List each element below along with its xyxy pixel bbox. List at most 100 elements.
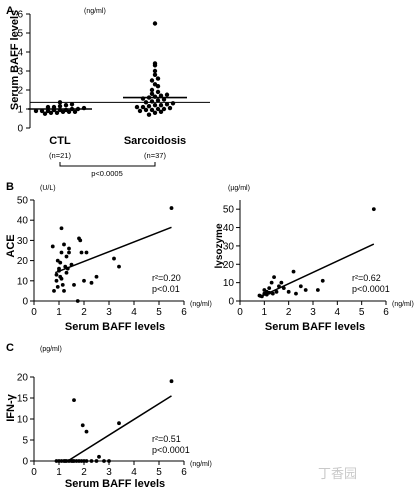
panel-a-data-point <box>155 106 161 112</box>
panel-b-lysozyme-data-point <box>286 289 291 294</box>
panel-a-data-point <box>42 111 48 116</box>
panel-b-lysozyme-y-tick-label: 10 <box>223 278 235 289</box>
panel-c-regression-line <box>67 395 172 462</box>
panel-b-lysozyme-chart: (µg/ml) lysozyme (ng/ml) Serum BAFF leve… <box>214 185 414 333</box>
panel-b-ace-y-tick-label: 30 <box>17 236 29 247</box>
panel-c-x-tick-label: 2 <box>81 467 87 478</box>
panel-b-lysozyme-data-point <box>315 288 320 292</box>
panel-a-n-sarcoidosis: (n=37) <box>144 151 166 160</box>
panel-b-ace-data-point <box>55 284 60 289</box>
panel-b-lysozyme-data-point <box>270 291 275 296</box>
panel-c-data-point <box>169 379 174 384</box>
panel-b-ace-data-point <box>84 250 89 255</box>
panel-b-ace-data-point <box>59 250 64 255</box>
panel-b-lysozyme-data-point <box>371 207 376 212</box>
panel-b-lysozyme-y-unit: (µg/ml) <box>228 185 250 192</box>
panel-b-ace-y-tick-label: 10 <box>17 276 29 287</box>
panel-b-ace-data-point <box>72 282 76 287</box>
panel-a-data-point <box>152 68 158 74</box>
panel-b-lysozyme-y-tick-label: 40 <box>223 223 235 234</box>
panel-b-ace-x-tick-label: 4 <box>131 307 137 318</box>
panel-c-y-unit: (pg/ml) <box>40 346 62 353</box>
panel-b-ace-data-point <box>64 270 69 275</box>
panel-b-lysozyme-regression-line <box>259 243 375 299</box>
panel-a-data-point <box>158 103 164 108</box>
panel-b-lysozyme-x-tick-label: 0 <box>237 307 243 318</box>
panel-a-y-tick-label: 1 <box>17 105 23 116</box>
panel-b-lysozyme-y-tick-label: 30 <box>223 241 235 252</box>
panel-a-data-point <box>161 106 167 112</box>
panel-c-data-point <box>72 398 76 402</box>
panel-a-data-point <box>33 108 39 114</box>
panel-b-lysozyme-x-tick-label: 2 <box>286 307 292 318</box>
panel-b-lysozyme-x-label: Serum BAFF levels <box>265 321 365 333</box>
panel-a-data-point <box>155 76 161 81</box>
panel-b-ace-y-unit: (U/L) <box>40 185 56 192</box>
panel-a-data-point <box>164 102 170 107</box>
panel-a-data-point <box>155 98 161 103</box>
panel-a-data-point <box>167 105 173 111</box>
panel-b-lysozyme-x-tick-label: 6 <box>383 307 389 318</box>
panel-a-data-point <box>72 109 78 115</box>
panel-b-ace-data-point <box>64 254 69 259</box>
panel-c-data-point <box>107 459 111 463</box>
panel-b-ace-data-point <box>79 250 84 255</box>
panel-b-ace-data-point <box>54 272 59 277</box>
panel-c-x-label: Serum BAFF levels <box>65 478 165 490</box>
panel-b-ace-x-tick-label: 1 <box>56 307 62 318</box>
panel-a-data-point <box>152 103 158 108</box>
panel-a-data-point <box>146 103 152 109</box>
panel-a-data-point <box>134 104 140 110</box>
panel-b-ace-x-tick-label: 3 <box>106 307 112 318</box>
panel-b-lysozyme-data-point <box>269 280 274 285</box>
panel-b-lysozyme-data-point <box>294 291 298 296</box>
panel-b-ace-x-unit: (ng/ml) <box>190 301 212 308</box>
panel-b-ace-data-point <box>117 264 121 269</box>
panel-b-ace-y-tick-label: 20 <box>17 256 29 267</box>
panel-a-data-point <box>149 99 155 104</box>
panel-a-data-point <box>140 104 146 110</box>
panel-a-y-tick-label: 5 <box>17 29 23 40</box>
panel-a-data-point <box>152 110 158 116</box>
panel-a-data-point <box>48 110 54 116</box>
panel-c-data-point <box>84 459 89 463</box>
panel-b-ace-data-point <box>67 246 71 251</box>
panel-b-ace-x-tick-label: 6 <box>181 307 187 318</box>
panel-a-data-point <box>152 21 158 26</box>
panel-a-data-point <box>60 109 66 115</box>
panel-b-lysozyme-data-point <box>279 280 284 285</box>
panel-b-lysozyme-data-point <box>267 286 272 291</box>
panel-b-lysozyme-data-point <box>291 269 296 274</box>
panel-c-data-point <box>94 459 99 463</box>
panel-b-lysozyme-r2: r²=0.62 <box>352 273 381 283</box>
panel-a-data-point <box>149 91 155 97</box>
panel-c-x-tick-label: 6 <box>181 467 187 478</box>
panel-a-n-ctl: (n=21) <box>49 151 71 160</box>
panel-b-ace-data-point <box>52 289 56 293</box>
panel-label-c: C <box>6 342 14 354</box>
panel-c-ifn-chart: (pg/ml) IFN-γ (ng/ml) Serum BAFF levels … <box>5 346 212 490</box>
panel-a-data-point <box>39 108 45 114</box>
panel-b-lysozyme-data-point <box>303 288 308 292</box>
panel-c-data-point <box>80 423 85 428</box>
panel-c-y-tick-label: 10 <box>17 415 29 426</box>
panel-b-ace-x-tick-label: 2 <box>81 307 87 318</box>
panel-a-chart: (ng/ml) Serum BAFF levels CTL Sarcoidosi… <box>9 8 210 178</box>
panel-b-ace-x-tick-label: 5 <box>156 307 162 318</box>
panel-c-y-label: IFN-γ <box>5 393 17 421</box>
panel-b-ace-data-point <box>67 250 71 255</box>
panel-a-significance-bracket <box>59 162 156 167</box>
panel-b-lysozyme-x-tick-label: 5 <box>359 307 365 318</box>
panel-a-data-point <box>161 97 167 102</box>
panel-a-y-tick-label: 2 <box>17 86 23 97</box>
panel-b-lysozyme-x-tick-label: 4 <box>335 307 341 318</box>
panel-c-x-unit: (ng/ml) <box>190 461 212 468</box>
panel-c-x-tick-label: 5 <box>156 467 162 478</box>
panel-c-x-tick-label: 0 <box>31 467 37 478</box>
panel-b-lysozyme-y-tick-label: 50 <box>223 205 235 216</box>
panel-b-ace-data-point <box>58 260 63 265</box>
panel-b-ace-data-point <box>112 256 116 261</box>
panel-label-a: A <box>6 5 14 17</box>
panel-b-ace-y-tick-label: 50 <box>17 196 29 207</box>
